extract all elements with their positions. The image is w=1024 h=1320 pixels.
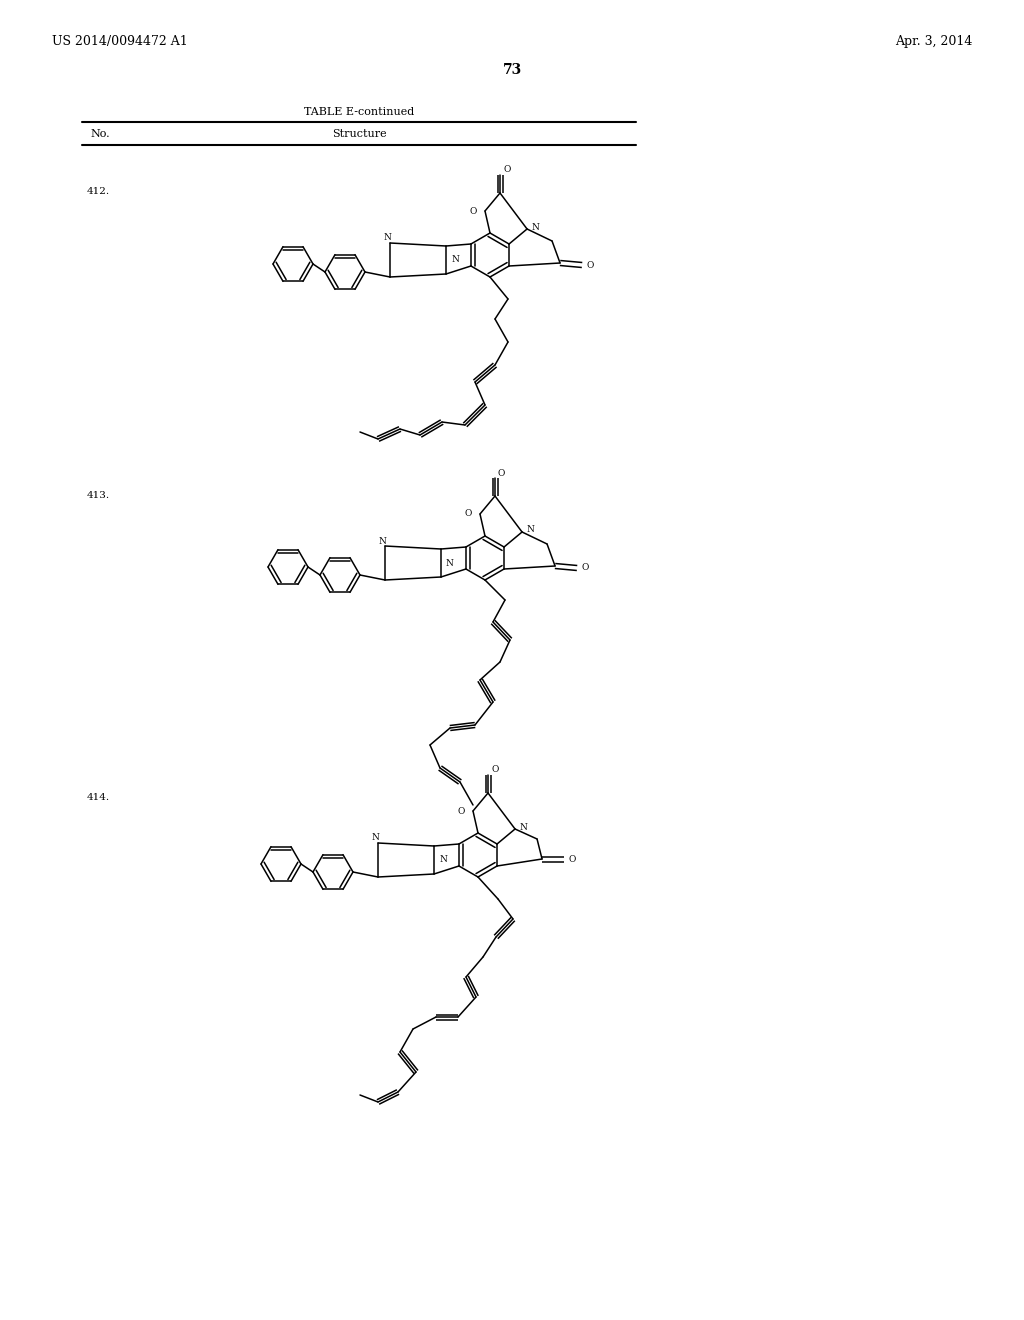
Text: O: O — [581, 564, 589, 573]
Text: O: O — [568, 854, 575, 863]
Text: TABLE E-continued: TABLE E-continued — [304, 107, 414, 117]
Text: N: N — [439, 855, 446, 865]
Text: N: N — [446, 558, 454, 568]
Text: 413.: 413. — [87, 491, 111, 499]
Text: N: N — [371, 833, 379, 842]
Text: O: O — [490, 766, 499, 775]
Text: O: O — [465, 510, 472, 519]
Text: N: N — [531, 223, 539, 231]
Text: 414.: 414. — [87, 793, 111, 803]
Text: 412.: 412. — [87, 187, 111, 197]
Text: N: N — [519, 822, 527, 832]
Text: N: N — [378, 536, 386, 545]
Text: 73: 73 — [503, 63, 521, 77]
Text: O: O — [503, 165, 510, 174]
Text: No.: No. — [90, 129, 110, 139]
Text: O: O — [470, 206, 477, 215]
Text: N: N — [383, 234, 391, 243]
Text: N: N — [526, 525, 534, 535]
Text: Apr. 3, 2014: Apr. 3, 2014 — [895, 36, 972, 49]
Text: O: O — [498, 469, 506, 478]
Text: Structure: Structure — [332, 129, 386, 139]
Text: O: O — [586, 260, 594, 269]
Text: O: O — [458, 807, 465, 816]
Text: US 2014/0094472 A1: US 2014/0094472 A1 — [52, 36, 187, 49]
Text: N: N — [451, 256, 459, 264]
